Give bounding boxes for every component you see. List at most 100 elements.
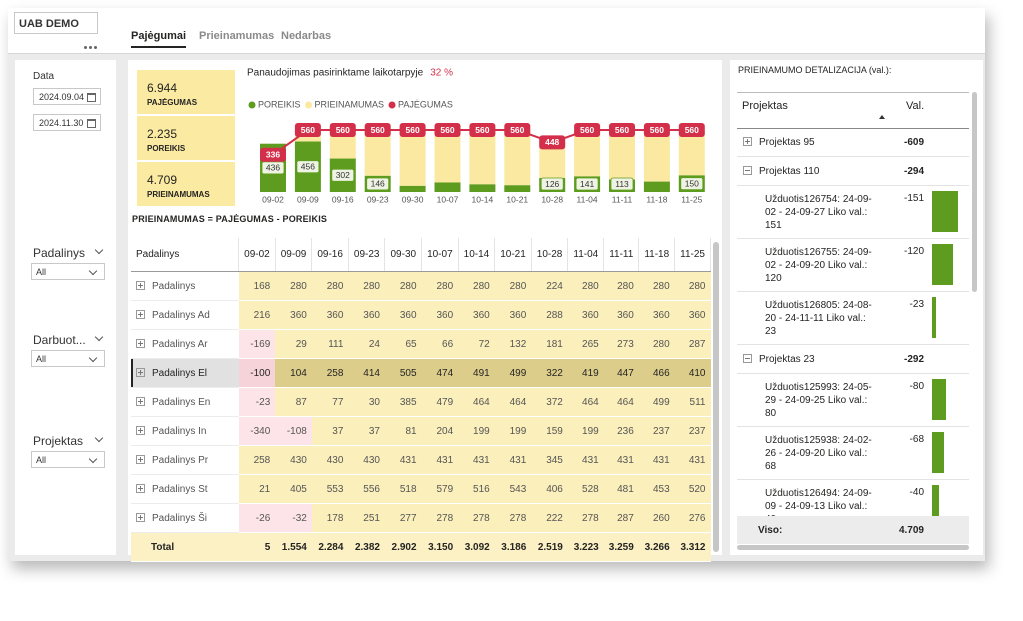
cell: 21 — [238, 474, 276, 504]
cell: 280 — [494, 271, 532, 301]
task-row[interactable]: Užduotis126755: 24-09-02 - 24-09-20 Liko… — [737, 239, 969, 292]
table-row[interactable]: Padalinys En -23 87 77 30 385 479 464 464 372 464 4… — [131, 387, 711, 417]
cell: 464 — [603, 387, 639, 417]
cell: 431 — [567, 445, 604, 475]
expand-icon[interactable] — [136, 309, 145, 319]
column-header[interactable]: 10-14 — [458, 238, 496, 272]
more-dot[interactable] — [89, 46, 92, 49]
column-header[interactable]: 09-23 — [348, 238, 386, 272]
project-row[interactable]: Projektas 95 -609 — [737, 128, 969, 157]
column-header[interactable]: 10-21 — [494, 238, 532, 272]
value-label: 456 — [301, 162, 315, 172]
bar — [434, 130, 461, 183]
value-label: 141 — [580, 179, 594, 189]
task-row[interactable]: Užduotis126494: 24-09-09 - 24-09-13 Liko… — [737, 480, 969, 516]
cell: 360 — [567, 300, 604, 330]
task-row[interactable]: Užduotis126754: 24-09-02 - 24-09-27 Liko… — [737, 186, 969, 239]
total-cell: 2.284 — [311, 532, 349, 562]
column-header[interactable]: Padalinys — [131, 238, 240, 272]
value-label-box — [575, 177, 599, 191]
v-scrollbar[interactable] — [972, 92, 977, 292]
task-row[interactable]: Užduotis125938: 24-02-26 - 24-09-20 Liko… — [737, 427, 969, 480]
column-header[interactable]: 11-04 — [567, 238, 605, 272]
calendar-icon[interactable] — [87, 93, 96, 102]
column-header[interactable]: 10-28 — [531, 238, 569, 272]
project-row[interactable]: Projektas 23 -292 — [737, 345, 969, 374]
value-label: 146 — [371, 179, 385, 189]
project-row[interactable]: Projektas 110 -294 — [737, 157, 969, 186]
date-to[interactable]: 2024.11.30 — [33, 114, 101, 131]
column-header[interactable]: 11-25 — [674, 238, 711, 272]
cell: 280 — [384, 271, 422, 301]
kpi-value: 6.944 — [147, 81, 178, 95]
expand-icon[interactable] — [136, 454, 145, 464]
tab[interactable]: Pajėgumai — [131, 30, 187, 48]
table-row[interactable]: Padalinys In -340 -108 37 37 81 204 199 199 159 19… — [131, 416, 711, 446]
row-label: Padalinys In — [131, 416, 239, 446]
expand-icon[interactable] — [136, 280, 145, 290]
cell: 431 — [638, 445, 675, 475]
table-row[interactable]: Padalinys 168 280 280 280 280 280 280 280 224 280 2… — [131, 271, 711, 301]
cell: 511 — [674, 387, 711, 417]
expand-icon[interactable] — [136, 338, 145, 348]
table-row[interactable]: Padalinys El -100 104 258 414 505 474 491 499 322… — [131, 358, 711, 388]
column-header[interactable]: 09-02 — [238, 238, 276, 272]
column-header[interactable]: Projektas — [742, 100, 788, 112]
table-row[interactable]: Padalinys Ši -26 -32 178 251 277 278 278 278 222 2… — [131, 503, 711, 533]
tab[interactable]: Prieinamumas — [199, 30, 275, 42]
cell: 222 — [531, 503, 568, 533]
tab[interactable]: Nedarbas — [281, 30, 332, 42]
expand-icon[interactable] — [136, 396, 145, 406]
cell: 278 — [494, 503, 532, 533]
kpi-card: 6.944 PAJĖGUMAS — [137, 70, 235, 114]
sort-arrow[interactable] — [879, 115, 885, 119]
column-header[interactable]: 10-07 — [421, 238, 459, 272]
more-dot[interactable] — [94, 46, 97, 49]
task-row[interactable]: Užduotis126805: 24-08-20 - 24-11-11 Liko… — [737, 292, 969, 345]
line-label-box — [260, 147, 286, 162]
table-row[interactable]: Padalinys St 21 405 553 556 518 579 516 543 406 52… — [131, 474, 711, 504]
bar — [504, 130, 531, 186]
dropdown[interactable]: All — [31, 451, 105, 468]
table-row[interactable]: Padalinys Ar -169 29 111 24 65 66 72 132 181 265 27… — [131, 329, 711, 359]
row-name: Padalinys Ši — [152, 512, 208, 524]
column-header[interactable]: 09-09 — [275, 238, 313, 272]
column-header[interactable]: Val. — [906, 100, 925, 112]
cell: 431 — [674, 445, 711, 475]
dropdown[interactable]: All — [31, 350, 105, 367]
chart-title: Panaudojimas pasirinktame laikotarpyje — [247, 68, 424, 79]
h-scrollbar[interactable] — [737, 545, 969, 550]
column-header[interactable]: 09-16 — [311, 238, 349, 272]
company[interactable]: UAB DEMO — [14, 12, 98, 34]
cell: 258 — [311, 358, 349, 388]
line-label: 560 — [615, 125, 629, 135]
line-label-box — [504, 123, 531, 137]
more-dot[interactable] — [84, 46, 87, 49]
task-row[interactable]: Užduotis125993: 24-05-29 - 24-09-25 Liko… — [737, 374, 969, 427]
dropdown[interactable]: All — [31, 263, 105, 280]
row-label: Padalinys — [131, 271, 239, 301]
line-label-box — [574, 123, 601, 137]
expand-icon[interactable] — [743, 166, 752, 175]
date-from[interactable]: 2024.09.04 — [33, 88, 101, 105]
expand-icon[interactable] — [743, 137, 752, 146]
table-row[interactable]: Padalinys Pr 258 430 430 430 431 431 431 431 345 4… — [131, 445, 711, 475]
task-label: Užduotis125993: 24-05-29 - 24-09-25 Liko… — [765, 382, 872, 419]
calendar-icon[interactable] — [87, 119, 96, 128]
expand-icon[interactable] — [136, 367, 145, 377]
cell: 360 — [674, 300, 711, 330]
slicer-label: Padalinys — [33, 246, 86, 260]
column-header[interactable]: 09-30 — [384, 238, 423, 272]
table-row[interactable]: Padalinys Ad 216 360 360 360 360 360 360 360 288 3… — [131, 300, 711, 330]
cell: 251 — [348, 503, 385, 533]
expand-icon[interactable] — [136, 425, 145, 435]
scrollbar[interactable] — [713, 242, 719, 552]
column-header[interactable]: 11-11 — [603, 238, 640, 272]
column-header[interactable]: 11-18 — [638, 238, 676, 272]
cell: 280 — [603, 271, 639, 301]
expand-icon[interactable] — [743, 354, 752, 363]
expand-icon[interactable] — [136, 483, 145, 493]
cell: 372 — [531, 387, 568, 417]
expand-icon[interactable] — [136, 512, 145, 522]
total-cell: 3.223 — [567, 532, 604, 562]
